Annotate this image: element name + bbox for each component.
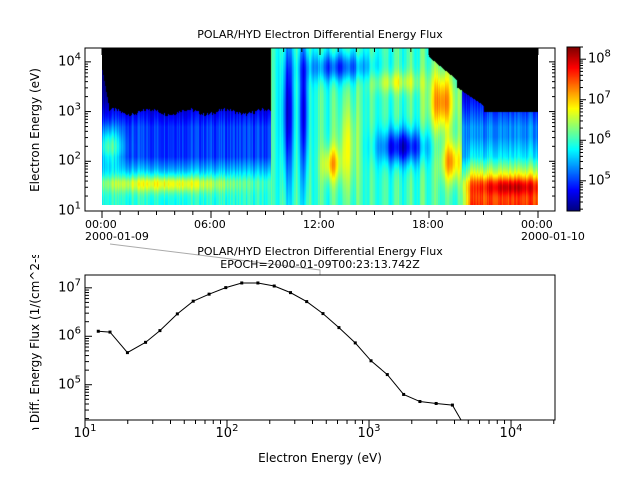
time-label: 06:00 [194, 218, 226, 231]
time-label: 18:00 [412, 218, 444, 231]
time-tick-label: 18:00 [412, 219, 444, 231]
data-point [450, 403, 454, 407]
spectrogram-ytick-label: 104 [58, 51, 81, 70]
time-tick-label: 12:00 [303, 219, 335, 231]
data-point [305, 300, 309, 304]
data-point [125, 351, 129, 355]
time-tick-label: 00:00 2000-01-09 [85, 219, 149, 243]
data-point [289, 291, 293, 295]
data-point [353, 341, 357, 345]
line-xtick-label: 101 [73, 423, 97, 442]
line-title: POLAR/HYD Electron Differential Energy F… [197, 245, 443, 258]
series-line [98, 282, 462, 420]
time-tick-label: 00:00 2000-01-10 [521, 219, 585, 243]
data-point [191, 299, 195, 303]
data-point [224, 286, 228, 290]
data-point [272, 284, 276, 288]
colorbar [567, 47, 580, 211]
colorbar-tick-label: 105 [588, 170, 611, 189]
line-chart-frame [84, 274, 556, 421]
time-label: 12:00 [303, 218, 335, 231]
colorbar-tick-label: 106 [588, 129, 611, 148]
data-point [418, 400, 422, 404]
time-label: 00:00 [85, 218, 117, 231]
spectrogram-title: POLAR/HYD Electron Differential Energy F… [197, 28, 443, 41]
data-point [175, 312, 179, 316]
series-group [96, 281, 470, 435]
line-xlabel: Electron Energy (eV) [258, 451, 382, 465]
line-subtitle-epoch: EPOCH=2000-01-09T00:23:13.742Z [220, 258, 420, 271]
spectrogram-ytick-label: 101 [58, 200, 81, 219]
data-point [240, 281, 244, 285]
data-point [158, 329, 162, 333]
spectrogram-ytick-label: 103 [58, 101, 81, 120]
data-point [96, 329, 100, 333]
data-point [385, 373, 389, 377]
data-point [256, 281, 260, 285]
colorbar-tick-label: 107 [588, 89, 611, 108]
date-label: 2000-01-09 [85, 230, 149, 243]
data-point [402, 392, 406, 396]
line-ytick-label: 107 [58, 277, 81, 296]
colorbar-frame [566, 46, 581, 212]
line-xtick-label: 103 [357, 423, 381, 442]
data-point [337, 326, 341, 330]
data-point [207, 292, 211, 296]
data-point [467, 432, 470, 435]
spectrogram-axes [84, 46, 586, 275]
line-ytick-label: 105 [58, 374, 81, 393]
time-tick-label: 06:00 [194, 219, 226, 231]
colorbar-tick-label: 108 [588, 48, 611, 67]
epoch-marker-line [109, 243, 321, 275]
spectrogram-ytick-label: 102 [58, 150, 81, 169]
data-point [434, 401, 438, 405]
spectrogram-image [102, 48, 538, 205]
line-xtick-label: 104 [499, 423, 523, 442]
line-xtick-label: 102 [215, 423, 239, 442]
time-label: 00:00 [521, 218, 553, 231]
date-label: 2000-01-10 [521, 230, 585, 243]
data-point [108, 330, 112, 334]
line-ytick-label: 106 [58, 325, 81, 344]
data-point [321, 312, 325, 316]
data-point [144, 340, 148, 344]
line-ylabel: on Diff. Energy Flux (1/(cm^2-s- [28, 255, 42, 430]
line-ylabel-clip: on Diff. Energy Flux (1/(cm^2-s- [25, 255, 45, 430]
data-point [369, 359, 373, 363]
